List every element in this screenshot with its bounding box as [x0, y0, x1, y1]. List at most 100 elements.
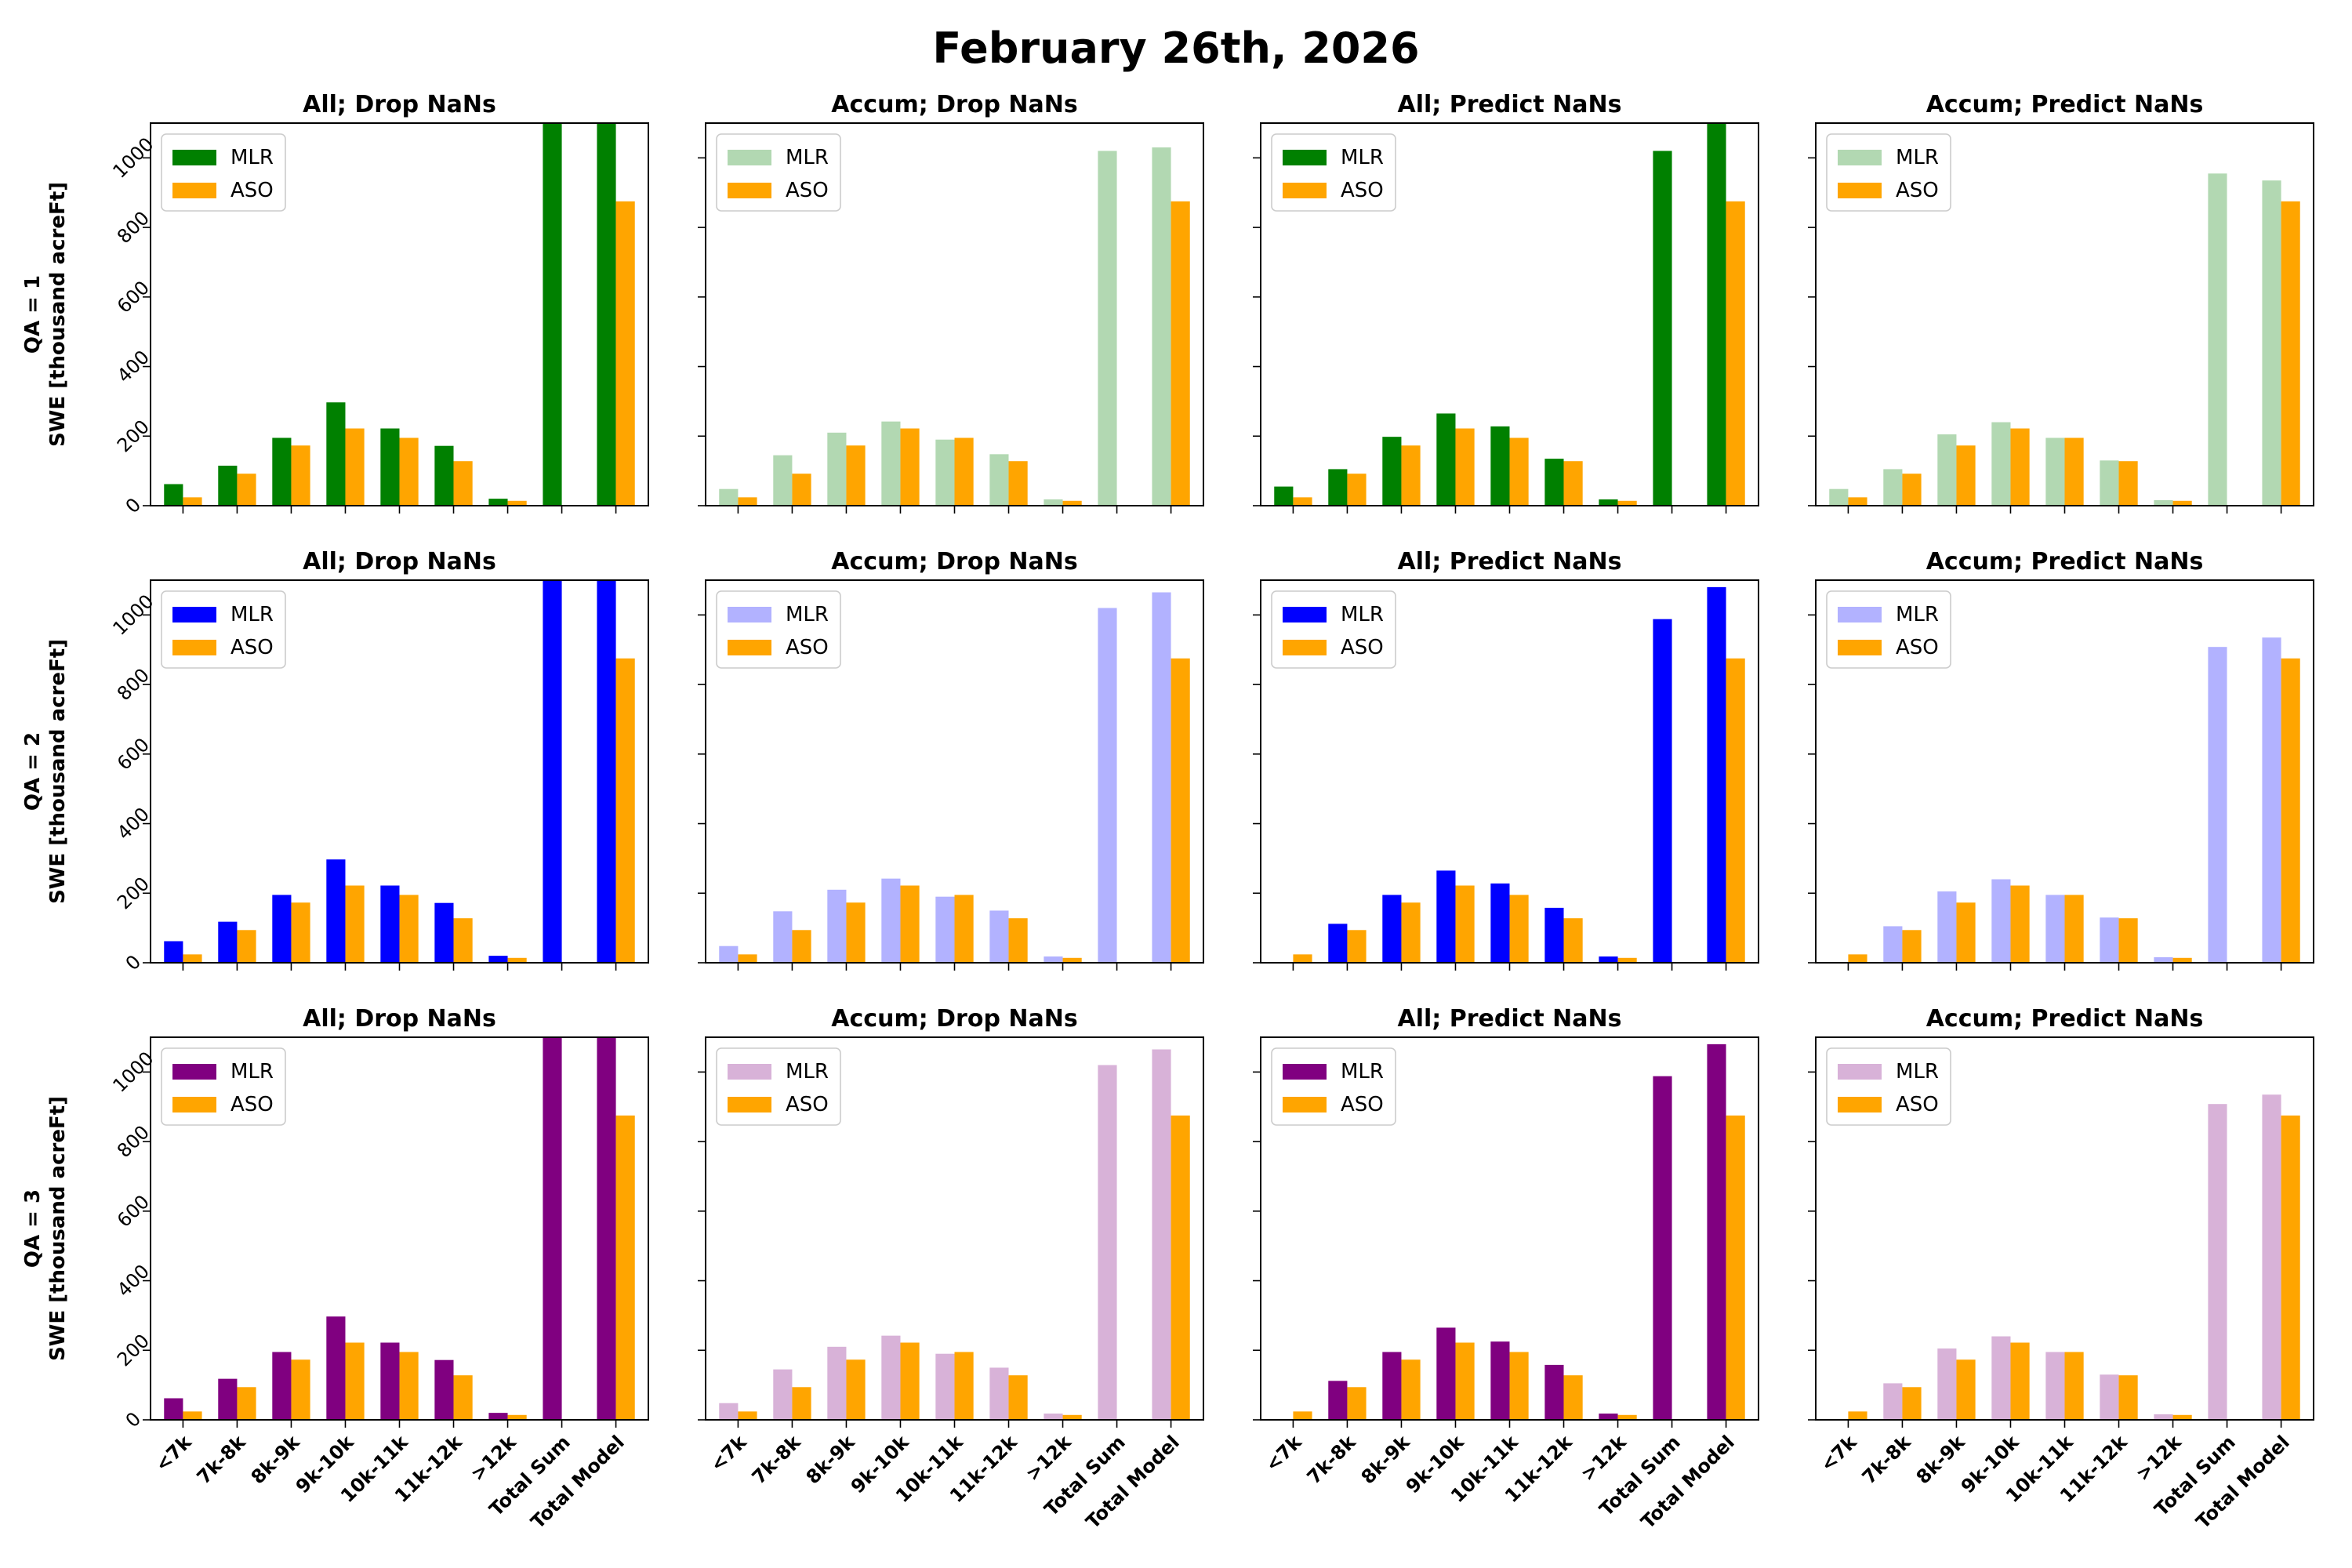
- bar-aso-8: [1726, 201, 1745, 506]
- bar-mlr-5: [434, 902, 454, 963]
- bar-mlr-8: [1707, 123, 1726, 506]
- bar-group: [719, 592, 1190, 963]
- legend-swatch-mlr: [1283, 607, 1327, 622]
- row-label-2: QA = 2 SWE [thousand acreFt]: [21, 639, 70, 904]
- bar-mlr-5: [1544, 459, 1564, 506]
- row-label-3: QA = 3 SWE [thousand acreFt]: [21, 1096, 70, 1361]
- bar-mlr-6: [1599, 1414, 1618, 1420]
- bar-mlr-4: [935, 439, 955, 506]
- bar-aso-8: [615, 1115, 635, 1420]
- bar-aso-6: [1617, 957, 1637, 963]
- bar-aso-3: [2010, 428, 2030, 506]
- y-tick-label: 400: [113, 1260, 154, 1301]
- bar-mlr-6: [1044, 1414, 1063, 1420]
- bar-mlr-3: [881, 878, 901, 963]
- legend-swatch-aso: [1838, 1097, 1882, 1112]
- bar-aso-4: [2064, 1352, 2084, 1420]
- bar-mlr-3: [881, 1335, 901, 1420]
- bar-aso-0: [738, 1411, 757, 1420]
- legend: MLR ASO: [716, 1047, 841, 1126]
- legend-label-aso: ASO: [1341, 179, 1384, 202]
- bar-mlr-5: [989, 910, 1009, 963]
- bar-mlr-2: [272, 1352, 292, 1420]
- panel-r1-c4: Accum; Predict NaNs MLR ASO: [1808, 91, 2314, 514]
- legend-label-aso: ASO: [1341, 636, 1384, 659]
- y-tick-label: 200: [113, 873, 154, 913]
- legend-swatch-aso: [1283, 183, 1327, 198]
- legend: MLR ASO: [161, 590, 286, 669]
- bar-aso-2: [1956, 902, 1976, 963]
- legend-swatch-mlr: [1838, 607, 1882, 622]
- bar-group: [1293, 1044, 1745, 1420]
- bar-mlr-3: [326, 402, 346, 506]
- panel-title: All; Drop NaNs: [303, 548, 496, 575]
- y-tick-label: 0: [122, 1408, 146, 1432]
- bar-aso-5: [2118, 1375, 2138, 1420]
- bar-aso-5: [1563, 1375, 1583, 1420]
- bar-aso-0: [738, 497, 757, 506]
- legend-swatch-mlr: [1283, 150, 1327, 165]
- x-tick-label: Total Model: [527, 1431, 629, 1533]
- bar-mlr-1: [1883, 469, 1903, 506]
- legend-label-aso: ASO: [230, 179, 274, 202]
- panel-r2-c2: Accum; Drop NaNs MLR ASO: [698, 548, 1204, 971]
- bar-aso-4: [399, 437, 419, 506]
- bar-mlr-7: [1653, 1076, 1672, 1420]
- x-tick-label: 7k-8k: [1858, 1431, 1916, 1489]
- legend-swatch-aso: [1838, 183, 1882, 198]
- bar-aso-5: [1008, 918, 1028, 963]
- bar-aso-2: [1401, 1359, 1421, 1420]
- bar-aso-1: [237, 474, 256, 506]
- bar-aso-2: [1956, 1359, 1976, 1420]
- legend-swatch-mlr: [728, 1064, 771, 1080]
- y-tick-label: 200: [113, 416, 154, 456]
- x-tick-label: 7k-8k: [193, 1431, 251, 1489]
- bar-mlr-1: [218, 1378, 238, 1420]
- bar-mlr-8: [2262, 637, 2281, 963]
- bar-mlr-0: [719, 1403, 739, 1420]
- bar-aso-1: [792, 1387, 811, 1420]
- bar-aso-5: [453, 461, 473, 506]
- bar-aso-6: [1062, 1414, 1082, 1420]
- bar-aso-6: [1062, 957, 1082, 963]
- legend-swatch-mlr: [728, 607, 771, 622]
- bar-mlr-2: [1937, 434, 1957, 506]
- x-tick-label: <7k: [151, 1431, 197, 1476]
- legend-swatch-aso: [1283, 1097, 1327, 1112]
- bar-mlr-2: [1937, 891, 1957, 963]
- bar-aso-4: [399, 1352, 419, 1420]
- bar-aso-8: [2281, 201, 2300, 506]
- x-tick-label: <7k: [1261, 1431, 1307, 1476]
- y-tick-label: 600: [113, 1191, 154, 1232]
- bar-aso-0: [183, 497, 202, 506]
- row-label-qa: QA = 1: [21, 275, 45, 354]
- bar-mlr-3: [1436, 413, 1456, 506]
- bar-mlr-2: [827, 432, 847, 506]
- panel-title: Accum; Predict NaNs: [1926, 1005, 2204, 1033]
- bar-mlr-4: [935, 896, 955, 963]
- axes-frame: [1815, 1036, 2314, 1421]
- bar-mlr-7: [1653, 619, 1672, 963]
- bar-mlr-6: [1599, 499, 1618, 506]
- bar-aso-0: [1848, 497, 1867, 506]
- bar-mlr-5: [2100, 917, 2119, 963]
- bar-mlr-0: [164, 941, 183, 963]
- bar-mlr-2: [272, 437, 292, 506]
- bar-mlr-2: [827, 1346, 847, 1420]
- bar-mlr-3: [1436, 870, 1456, 963]
- bar-aso-6: [1062, 500, 1082, 506]
- bar-aso-0: [1848, 1411, 1867, 1420]
- legend-swatch-mlr: [1838, 1064, 1882, 1080]
- y-tick-label: 400: [113, 803, 154, 844]
- bar-mlr-4: [380, 1342, 400, 1420]
- bar-aso-0: [1293, 1411, 1312, 1420]
- bar-mlr-1: [773, 1369, 793, 1420]
- bar-mlr-4: [2045, 437, 2065, 506]
- axes-frame: [1260, 579, 1759, 964]
- bar-aso-3: [900, 1342, 920, 1420]
- bar-mlr-2: [272, 895, 292, 963]
- figure-title: February 26th, 2026: [932, 24, 1419, 73]
- bar-aso-4: [399, 895, 419, 963]
- bar-mlr-6: [488, 956, 508, 963]
